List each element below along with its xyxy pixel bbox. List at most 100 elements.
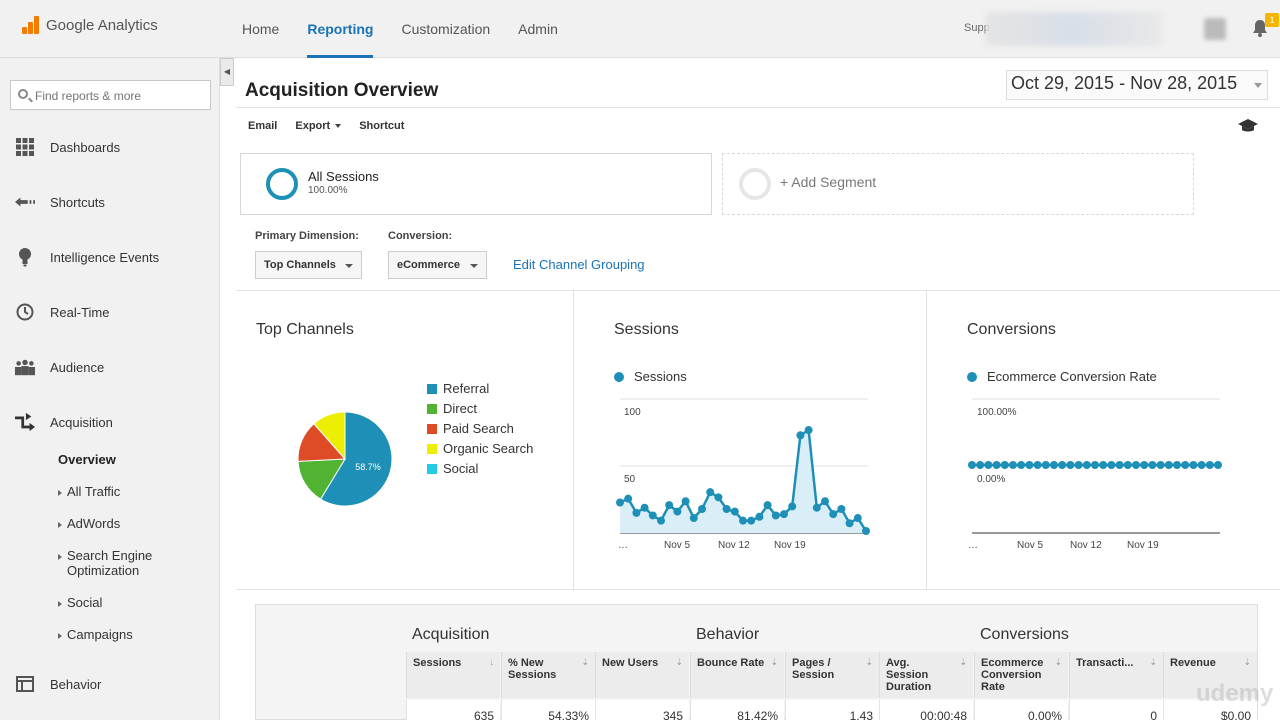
collapse-sidebar-button[interactable]: ◀ (220, 58, 234, 86)
ga-logo[interactable]: Google Analytics (22, 16, 158, 34)
segment-all-sessions[interactable]: All Sessions 100.00% (240, 153, 712, 215)
data-point[interactable] (853, 514, 862, 523)
data-point[interactable] (1123, 461, 1132, 469)
pie-slice-direct[interactable] (297, 458, 346, 500)
date-range-picker[interactable]: Oct 29, 2015 - Nov 28, 2015 (1006, 70, 1268, 100)
sort-arrow-icon[interactable]: ⇣ (1054, 657, 1062, 667)
data-point[interactable] (976, 461, 985, 469)
data-point[interactable] (1066, 461, 1075, 469)
data-point[interactable] (845, 519, 854, 528)
data-point[interactable] (1181, 461, 1190, 469)
sidebar-subitem-campaigns[interactable]: Campaigns (58, 627, 133, 642)
data-point[interactable] (796, 431, 805, 440)
sidebar-item-behavior[interactable]: Behavior (0, 669, 220, 699)
sidebar-item-shortcuts[interactable]: Shortcuts (0, 187, 220, 217)
legend-item-organic-search[interactable]: Organic Search (427, 441, 533, 456)
legend-item-social[interactable]: Social (427, 461, 478, 476)
data-point[interactable] (1050, 461, 1058, 469)
conversion-select[interactable]: eCommerce (388, 251, 487, 279)
data-point[interactable] (812, 503, 821, 512)
data-point[interactable] (968, 461, 976, 469)
column-header-avg-session-duration[interactable]: Avg. Session Duration ⇣ (879, 652, 973, 698)
data-point[interactable] (1115, 461, 1124, 469)
data-point[interactable] (1189, 461, 1198, 469)
data-point[interactable] (665, 501, 674, 510)
data-point[interactable] (984, 461, 993, 469)
data-point[interactable] (1205, 461, 1214, 469)
sidebar-subitem-seo[interactable]: Search Engine (58, 548, 152, 563)
data-point[interactable] (1074, 461, 1083, 469)
data-point[interactable] (730, 507, 739, 516)
data-point[interactable] (689, 514, 698, 523)
data-point[interactable] (1140, 461, 1149, 469)
data-point[interactable] (1082, 461, 1091, 469)
data-point[interactable] (648, 511, 657, 520)
settings-icon[interactable] (1204, 18, 1226, 40)
data-point[interactable] (862, 527, 870, 535)
top-channels-pie-chart[interactable]: 58.7% (290, 404, 400, 514)
data-point[interactable] (829, 510, 838, 519)
data-point[interactable] (780, 510, 788, 519)
sidebar-item-intelligence-events[interactable]: Intelligence Events (0, 242, 220, 272)
column-header-bounce-rate[interactable]: Bounce Rate ⇣ (690, 652, 784, 698)
sidebar-item-acquisition[interactable]: Acquisition (0, 407, 220, 437)
data-point[interactable] (714, 493, 723, 502)
data-point[interactable] (640, 503, 649, 512)
data-point[interactable] (657, 516, 665, 525)
sort-arrow-icon[interactable]: ⇣ (1243, 657, 1251, 667)
sort-arrow-icon[interactable]: ⇣ (770, 657, 778, 667)
legend-item-referral[interactable]: Referral (427, 381, 489, 396)
bell-icon[interactable] (1250, 18, 1270, 38)
pie-slice-referral[interactable] (319, 411, 393, 507)
column-header-revenue[interactable]: Revenue ⇣ (1163, 652, 1257, 698)
data-point[interactable] (821, 497, 829, 506)
data-point[interactable] (739, 516, 747, 525)
account-selector[interactable] (986, 12, 1162, 46)
sort-arrow-icon[interactable]: ⇣ (1149, 657, 1157, 667)
add-segment-button[interactable]: + Add Segment (722, 153, 1194, 215)
sidebar-item-dashboards[interactable]: Dashboards (0, 132, 220, 162)
data-point[interactable] (706, 488, 715, 497)
data-point[interactable] (698, 505, 706, 513)
legend-item-direct[interactable]: Direct (427, 401, 477, 416)
data-point[interactable] (1041, 461, 1050, 469)
sidebar-subitem-social[interactable]: Social (58, 595, 102, 610)
sort-arrow-icon[interactable]: ⇣ (959, 657, 967, 667)
data-point[interactable] (1156, 461, 1165, 469)
nav-reporting[interactable]: Reporting (293, 0, 387, 58)
sessions-line-chart[interactable]: 100 50 … Nov 5 Nov 12 Nov 19 (610, 395, 875, 555)
data-point[interactable] (1091, 461, 1099, 469)
data-point[interactable] (624, 494, 633, 503)
legend-item-paid-search[interactable]: Paid Search (427, 421, 514, 436)
sidebar-subitem-adwords[interactable]: AdWords (58, 516, 120, 531)
edit-channel-grouping-link[interactable]: Edit Channel Grouping (513, 257, 645, 272)
data-point[interactable] (616, 498, 624, 507)
data-point[interactable] (1000, 461, 1009, 469)
data-point[interactable] (771, 511, 780, 520)
column-header-ecommerce-conversion-rate[interactable]: Ecommerce Conversion Rate ⇣ (974, 652, 1068, 698)
sort-arrow-icon[interactable]: ⇣ (865, 657, 873, 667)
sidebar-subitem-overview[interactable]: Overview (58, 452, 116, 467)
export-button[interactable]: Export (295, 120, 341, 132)
data-point[interactable] (1033, 461, 1042, 469)
sort-arrow-icon[interactable]: ⇣ (581, 657, 589, 667)
data-point[interactable] (1173, 461, 1181, 469)
sidebar-subitem-seo-line2[interactable]: Optimization (58, 563, 139, 578)
data-point[interactable] (722, 505, 731, 513)
column-header-pages-session[interactable]: Pages / Session ⇣ (785, 652, 879, 698)
column-header-sessions[interactable]: Sessions ↓ (406, 652, 500, 698)
nav-home[interactable]: Home (242, 21, 280, 37)
column-header-transacti[interactable]: Transacti... ⇣ (1069, 652, 1163, 698)
sort-arrow-icon[interactable]: ↓ (489, 657, 495, 667)
data-point[interactable] (1148, 461, 1157, 469)
data-point[interactable] (788, 502, 797, 511)
data-point[interactable] (1058, 461, 1067, 469)
sidebar-subitem-all-traffic[interactable]: All Traffic (58, 484, 120, 499)
data-point[interactable] (747, 516, 756, 525)
nav-admin[interactable]: Admin (518, 21, 558, 37)
data-point[interactable] (1099, 461, 1108, 469)
column-header-new-users[interactable]: New Users ⇣ (595, 652, 689, 698)
pie-slice-organic-search[interactable] (313, 411, 346, 461)
data-point[interactable] (1017, 461, 1026, 469)
data-point[interactable] (1107, 461, 1116, 469)
